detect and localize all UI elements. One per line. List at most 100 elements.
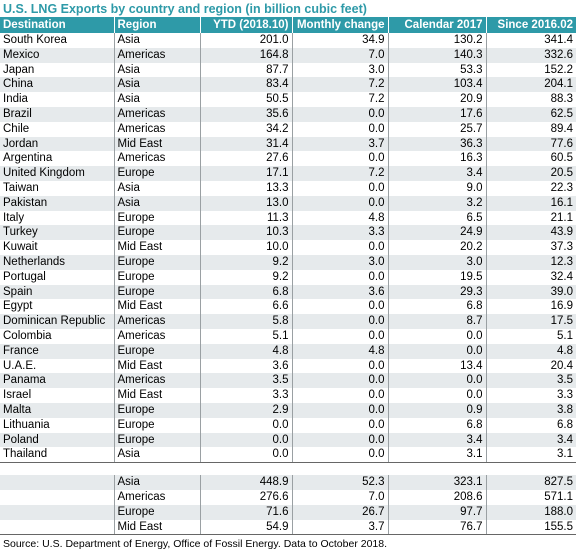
table-cell: 37.3 — [485, 240, 576, 255]
table-cell: Americas — [113, 151, 200, 167]
table-cell: 7.0 — [291, 489, 388, 505]
table-row: Panama Americas 3.5 0.0 0.0 3.5 — [0, 373, 576, 389]
table-cell: South Korea — [0, 33, 114, 48]
table-cell: 5.8 — [199, 314, 292, 329]
table-row: U.A.E. Mid East 3.6 0.0 13.4 20.4 — [0, 358, 576, 374]
table-cell: Americas — [113, 121, 200, 137]
table-row: Egypt Mid East 6.6 0.0 6.8 16.9 — [0, 299, 576, 315]
table-row: Kuwait Mid East 10.0 0.0 20.2 37.3 — [0, 240, 576, 255]
totals-row: Mid East 54.9 3.7 76.7 155.5 — [0, 519, 576, 536]
table-row: Lithuania Europe 0.0 0.0 6.8 6.8 — [0, 417, 576, 433]
table-cell: Taiwan — [0, 180, 114, 196]
table-cell: Brazil — [0, 106, 114, 122]
table-cell: Mid East — [113, 299, 200, 315]
table-cell: 276.6 — [199, 489, 292, 505]
table-cell: 0.0 — [291, 106, 388, 122]
header-region: Region — [113, 17, 200, 33]
table-cell: Europe — [113, 166, 200, 181]
header-ytd: YTD (2018.10) — [199, 17, 292, 33]
table-cell: 0.0 — [291, 358, 388, 374]
table-row: Israel Mid East 3.3 0.0 0.0 3.3 — [0, 388, 576, 403]
table-cell: 201.0 — [199, 33, 292, 48]
table-cell: 3.5 — [485, 373, 576, 389]
table-cell: Mid East — [113, 136, 200, 152]
table-cell: 6.5 — [387, 210, 486, 226]
table-cell: 19.5 — [387, 269, 486, 285]
table-cell: 6.8 — [387, 299, 486, 315]
table-cell: 3.3 — [291, 225, 388, 241]
table-cell: 0.0 — [291, 121, 388, 137]
table-cell: Europe — [113, 432, 200, 448]
table-cell: Asia — [113, 92, 200, 107]
source-note: Source: U.S. Department of Energy, Offic… — [3, 538, 388, 551]
table-cell: Europe — [113, 504, 200, 520]
table-cell: 3.4 — [387, 432, 486, 448]
table-cell: 4.8 — [199, 343, 292, 359]
table-cell: 0.0 — [291, 151, 388, 167]
table-cell: 0.0 — [199, 447, 292, 464]
table-cell: Asia — [113, 33, 200, 48]
table-cell: 22.3 — [485, 180, 576, 196]
table-cell: 53.3 — [387, 62, 486, 78]
header-since-2016: Since 2016.02 — [485, 17, 576, 33]
table-cell — [0, 475, 114, 490]
table-cell: 34.2 — [199, 121, 292, 137]
table-row: Japan Asia 87.7 3.0 53.3 152.2 — [0, 62, 576, 78]
table-cell: 20.4 — [485, 358, 576, 374]
table-cell: Americas — [113, 106, 200, 122]
table-header-row: Destination Region YTD (2018.10) Monthly… — [0, 17, 576, 33]
table-cell: Mid East — [113, 519, 200, 536]
table-cell: 20.5 — [485, 166, 576, 181]
table-row: Netherlands Europe 9.2 3.0 3.0 12.3 — [0, 254, 576, 270]
table-cell: 0.0 — [291, 388, 388, 403]
table-cell: 7.2 — [291, 77, 388, 93]
table-cell: Europe — [113, 284, 200, 300]
table-cell: 9.2 — [199, 269, 292, 285]
table-row: Portugal Europe 9.2 0.0 19.5 32.4 — [0, 269, 576, 285]
table-cell: India — [0, 92, 114, 107]
table-cell: 20.2 — [387, 240, 486, 255]
table-row: Chile Americas 34.2 0.0 25.7 89.4 — [0, 121, 576, 137]
table-row: France Europe 4.8 4.8 0.0 4.8 — [0, 343, 576, 359]
table-cell: 827.5 — [485, 475, 576, 490]
table-cell: 54.9 — [199, 519, 292, 536]
table-cell: Europe — [113, 210, 200, 226]
table-cell: 9.0 — [387, 180, 486, 196]
table-cell: 7.0 — [291, 47, 388, 63]
table-cell — [0, 504, 114, 520]
table-cell: United Kingdom — [0, 166, 114, 181]
table-cell: 83.4 — [199, 77, 292, 93]
table-cell: 0.0 — [291, 373, 388, 389]
table-row: Malta Europe 2.9 0.0 0.9 3.8 — [0, 402, 576, 418]
table-cell: 0.0 — [199, 417, 292, 433]
header-monthly-change: Monthly change — [291, 17, 388, 33]
table-cell: 0.0 — [291, 195, 388, 211]
table-cell: Panama — [0, 373, 114, 389]
table-cell: 13.3 — [199, 180, 292, 196]
table-cell: 130.2 — [387, 33, 486, 48]
table-cell: Portugal — [0, 269, 114, 285]
table-cell: 0.0 — [387, 343, 486, 359]
table-cell: 3.4 — [387, 166, 486, 181]
table-cell: 13.0 — [199, 195, 292, 211]
table-cell: 6.6 — [199, 299, 292, 315]
table-cell: 3.4 — [485, 432, 576, 448]
table-cell: Americas — [113, 489, 200, 505]
table-cell: 0.0 — [387, 328, 486, 344]
table-cell: 17.1 — [199, 166, 292, 181]
table-cell: 27.6 — [199, 151, 292, 167]
table-cell: Asia — [113, 62, 200, 78]
table-cell: 71.6 — [199, 504, 292, 520]
table-cell: 3.6 — [199, 358, 292, 374]
table-row: Thailand Asia 0.0 0.0 3.1 3.1 — [0, 447, 576, 464]
table-cell: Mid East — [113, 240, 200, 255]
table-cell: 62.5 — [485, 106, 576, 122]
table-cell: 3.7 — [291, 136, 388, 152]
table-spacer — [0, 462, 576, 476]
table-cell: 35.6 — [199, 106, 292, 122]
table-cell: 0.0 — [387, 373, 486, 389]
table-cell: 31.4 — [199, 136, 292, 152]
header-destination: Destination — [0, 17, 114, 33]
table-cell: 448.9 — [199, 475, 292, 490]
table-cell: Americas — [113, 47, 200, 63]
